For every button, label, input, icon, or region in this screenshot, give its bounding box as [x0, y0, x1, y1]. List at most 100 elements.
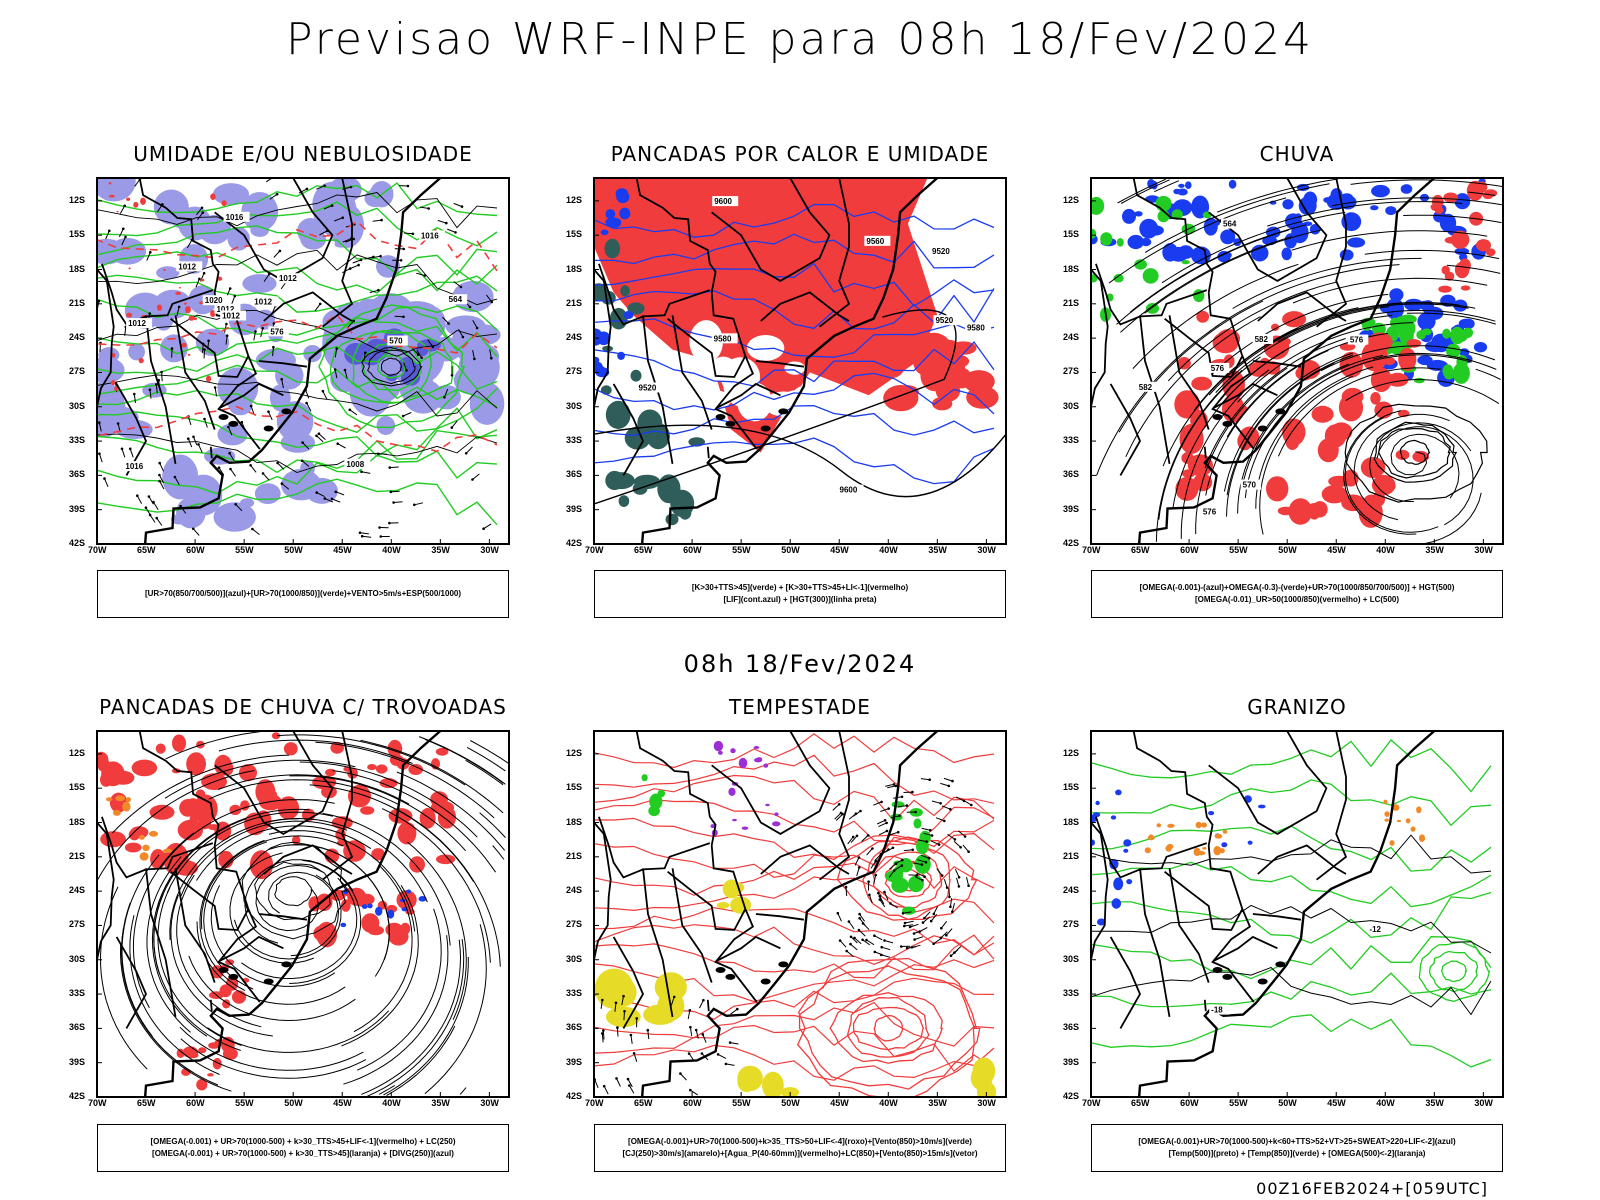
wind-vector-head — [228, 287, 232, 290]
wind-850-vector — [913, 862, 922, 866]
wind-vector-head — [128, 447, 132, 451]
wind-850-vector — [888, 870, 895, 878]
wind-streamline — [166, 811, 334, 894]
lon-tick-label: 55W — [732, 1098, 751, 1108]
omega-fill — [1323, 197, 1332, 203]
wind-vector-head — [152, 500, 155, 504]
lat-tick-label: 27S — [566, 919, 583, 930]
wind-vector — [453, 202, 463, 208]
temp-500-contour — [1091, 834, 1492, 874]
omega-500-fill — [1389, 840, 1395, 846]
wind-vector — [272, 347, 274, 357]
divergence-contour — [406, 889, 412, 894]
contour-label-bg — [1240, 479, 1262, 490]
thunderstorm-fill — [367, 764, 377, 771]
thickness-label-dot — [116, 210, 119, 213]
wind-850-vector-head — [915, 873, 919, 877]
wind-850-vector-head — [900, 864, 904, 867]
lat-tick-label: 24S — [69, 332, 86, 343]
lake — [263, 425, 274, 432]
border-line — [214, 178, 334, 282]
thunderstorm-fill — [128, 828, 141, 841]
thunderstorm-fill — [172, 734, 186, 752]
precip-water-contour — [594, 1001, 995, 1047]
plot-background — [97, 731, 509, 1097]
thunderstorm-fill — [222, 999, 231, 1009]
thickness-label-dot — [126, 197, 131, 201]
instability-fill — [950, 341, 977, 355]
wind-vector-head — [360, 470, 363, 474]
humidity-upper-fill — [213, 502, 256, 532]
omega-500-fill — [1167, 823, 1175, 828]
wind-vector — [98, 453, 103, 463]
map-panel-pancadas-calor: PANCADAS POR CALOR E UMIDADE 12S 15S 18S 21S… — [566, 142, 1007, 555]
wind-850-vector-head — [836, 911, 840, 915]
wind-streamline — [200, 835, 344, 930]
wind-850-vector — [845, 887, 848, 897]
omega-500-fill — [1144, 847, 1151, 854]
wind-vector-head — [240, 420, 244, 424]
strong-omega-fill — [1462, 327, 1474, 338]
wind-vector — [155, 384, 158, 394]
thickness-label-dot — [188, 315, 195, 321]
temp-850-contour — [1091, 739, 1492, 793]
wind-streamline — [268, 871, 340, 957]
wind-850-vector-head — [602, 1084, 606, 1088]
contour-label: 1016 — [421, 232, 439, 241]
wind-850-vector — [948, 888, 950, 897]
wind-vector — [364, 256, 374, 260]
lat-tick-label: 15S — [1063, 782, 1080, 793]
wind-850-vector-head — [689, 1025, 692, 1029]
lifted-index-contour — [594, 340, 995, 387]
border-line — [598, 816, 711, 879]
omega-500-fill — [1214, 833, 1223, 839]
severe-storm-fill — [741, 826, 749, 830]
wind-vector — [334, 369, 338, 379]
wind-vector-head — [305, 401, 308, 405]
wind-850-vector-head — [963, 835, 967, 838]
wind-vector — [369, 289, 379, 294]
humidity-upper-fill — [156, 266, 180, 280]
wind-vector-head — [203, 348, 206, 351]
humidity-upper-fill — [406, 307, 434, 331]
wind-850-vector-head — [837, 803, 841, 806]
lake — [1257, 978, 1268, 985]
omega-fill — [1385, 206, 1397, 216]
wind-streamline — [208, 779, 400, 806]
lifted-index-fill — [600, 229, 609, 236]
lon-tick-label: 45W — [1327, 1098, 1346, 1108]
humidity-upper-fill — [160, 334, 188, 363]
wind-vector-head — [315, 434, 318, 438]
jet-stream-fill — [643, 1004, 678, 1025]
contour-label-bg — [837, 484, 864, 495]
strong-omega-fill — [1171, 209, 1183, 220]
border-line — [174, 315, 216, 430]
wind-vector-head — [217, 466, 221, 470]
wind-850-vector — [885, 783, 895, 787]
humidity-upper-fill — [242, 274, 277, 294]
lifted-index-fill — [594, 328, 604, 346]
wind-850-vector-head — [930, 834, 934, 837]
thickness-contour — [97, 405, 498, 453]
map-plot: -18 -12 — [1090, 730, 1504, 1098]
wind-streamline — [179, 1026, 364, 1071]
contour-label: 1020 — [205, 296, 223, 305]
contour-label-bg — [126, 318, 153, 329]
wind-vector — [186, 239, 193, 248]
wind-vector — [319, 230, 328, 236]
border-line — [1207, 292, 1255, 450]
wind-vector-head — [349, 185, 353, 189]
precip-water-contour — [796, 957, 978, 1097]
wind-vector-head — [402, 247, 406, 251]
wind-vector-head — [447, 322, 450, 325]
border-line — [760, 291, 850, 322]
wind-850-vector — [848, 813, 857, 820]
wind-850-vector — [874, 951, 884, 956]
jet-stream-fill — [737, 1065, 763, 1092]
wind-vector — [104, 478, 109, 487]
omega-500-fill — [1396, 819, 1402, 823]
wind-vector — [196, 207, 203, 216]
rain-fill — [1476, 239, 1491, 252]
lake — [1275, 408, 1286, 415]
wind-vector — [187, 416, 192, 426]
